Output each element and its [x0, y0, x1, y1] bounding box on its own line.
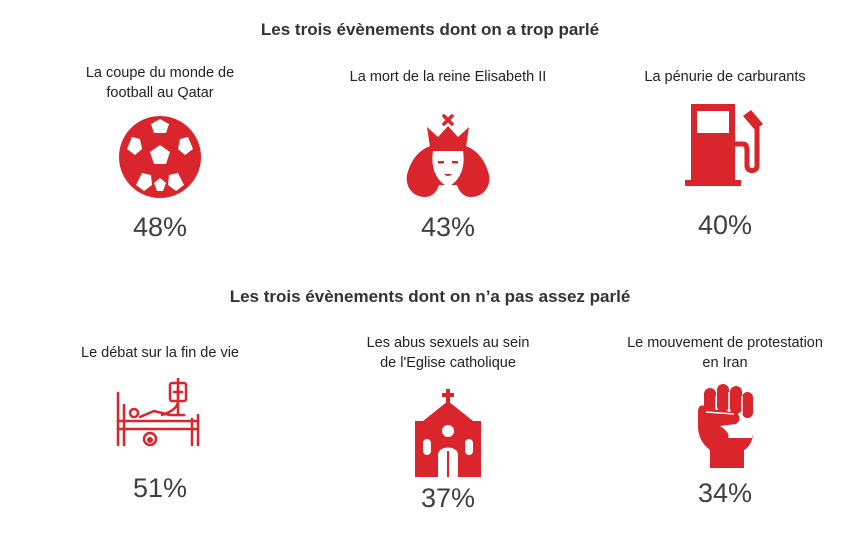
item-percent: 43% [420, 212, 476, 242]
item-label: La pénurie de carburants [644, 69, 806, 85]
item-percent: 40% [697, 210, 753, 240]
item-percent: 48% [132, 212, 188, 242]
section-title-undertalked: Les trois évènements dont on n’a pas ass… [229, 287, 631, 306]
church-icon [415, 389, 481, 477]
soccer-ball-icon [119, 116, 201, 198]
item-label: Les abus sexuels au sein de l'Eglise cat… [366, 335, 530, 371]
item-percent: 34% [697, 478, 753, 508]
queen-icon [406, 114, 490, 197]
item-label: Le mouvement de protestation en Iran [627, 335, 823, 371]
item-percent: 37% [420, 483, 476, 513]
hospital-bed-icon [116, 377, 200, 447]
section-title-overtalked: Les trois évènements dont on a trop parl… [260, 20, 600, 39]
item-label: La coupe du monde de football au Qatar [85, 65, 235, 101]
raised-fist-icon [698, 384, 753, 468]
item-label: La mort de la reine Elisabeth II [349, 69, 547, 85]
item-label: Le débat sur la fin de vie [81, 345, 239, 361]
fuel-pump-icon [685, 104, 763, 186]
item-percent: 51% [132, 473, 188, 503]
